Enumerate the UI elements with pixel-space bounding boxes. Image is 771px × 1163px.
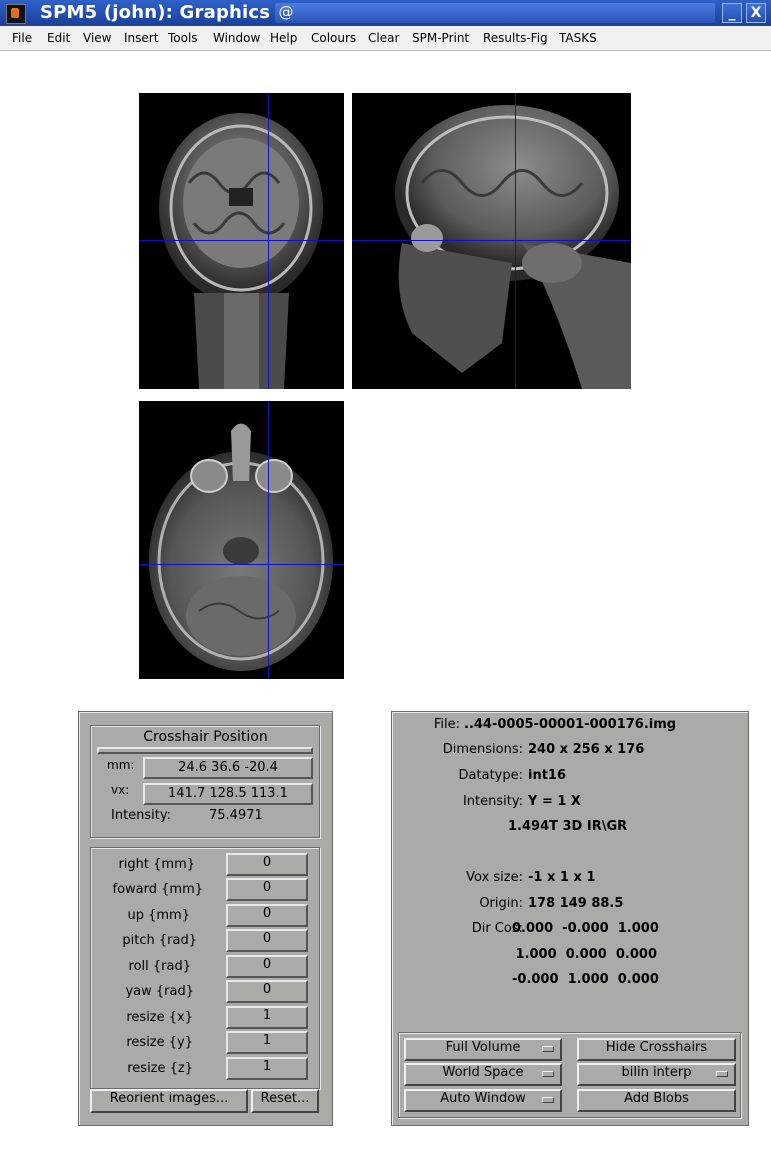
- yaw-rad-field[interactable]: 0: [226, 980, 308, 1003]
- resize-x-label: resize {x}: [126, 1010, 193, 1025]
- auto-window-label: Auto Window: [440, 1091, 526, 1106]
- forward-mm-label: foward {mm}: [112, 882, 204, 897]
- menu-results-fig[interactable]: Results-Fig: [483, 31, 548, 45]
- interpolation-dropdown[interactable]: bilin interp: [577, 1063, 736, 1086]
- menu-tasks[interactable]: TASKS: [559, 31, 597, 45]
- dimensions-value: 240 x 256 x 176: [528, 742, 645, 757]
- reorient-panel: Crosshair Position mm: 24.6 36.6 -20.4 v…: [78, 711, 333, 1126]
- window-title: SPM5 (john): Graphics: [40, 2, 271, 23]
- resize-y-field[interactable]: 1: [226, 1031, 308, 1054]
- forward-mm-field[interactable]: 0: [226, 878, 308, 901]
- auto-window-dropdown[interactable]: Auto Window: [404, 1089, 562, 1112]
- reorient-images-button[interactable]: Reorient images...: [90, 1089, 248, 1113]
- menu-clear[interactable]: Clear: [368, 31, 400, 45]
- crosshair-position-title: Crosshair Position: [143, 729, 268, 745]
- intensity-scale-label: Intensity:: [462, 794, 523, 809]
- crosshair-horizontal: [352, 240, 631, 241]
- resize-y-label: resize {y}: [126, 1035, 193, 1050]
- file-value: ..44-0005-00001-000176.img: [464, 717, 677, 732]
- datatype-label: Datatype:: [458, 768, 523, 783]
- intensity-value: 75.4971: [209, 808, 263, 823]
- roll-rad-label: roll {rad}: [128, 959, 191, 974]
- image-info-panel: File: ..44-0005-00001-000176.img Dimensi…: [391, 711, 749, 1126]
- roll-rad-field[interactable]: 0: [226, 955, 308, 978]
- resize-z-label: resize {z}: [127, 1061, 193, 1076]
- pitch-rad-label: pitch {rad}: [122, 933, 197, 948]
- origin-value: 178 149 88.5: [528, 896, 624, 911]
- up-mm-label: up {mm}: [127, 908, 191, 923]
- file-label: File:: [433, 717, 460, 732]
- coronal-slice-image: [159, 113, 323, 389]
- menu-view[interactable]: View: [83, 31, 112, 45]
- dropdown-indicator-icon: [716, 1071, 728, 1077]
- menu-file[interactable]: File: [12, 31, 33, 45]
- menu-colours[interactable]: Colours: [311, 31, 357, 45]
- vx-label: vx:: [111, 783, 130, 797]
- reset-button[interactable]: Reset...: [251, 1089, 319, 1113]
- menubar: File Edit View Insert Tools Window Help …: [0, 26, 771, 51]
- mm-label: mm:: [107, 758, 135, 772]
- display-controls-box: [398, 1032, 741, 1118]
- vx-position-field[interactable]: 141.7 128.5 113.1: [143, 783, 313, 805]
- close-icon[interactable]: X: [746, 3, 766, 23]
- axial-slice-image: [149, 423, 333, 671]
- yaw-rad-label: yaw {rad}: [125, 984, 194, 999]
- full-volume-dropdown[interactable]: Full Volume: [404, 1038, 562, 1061]
- crosshair-vertical: [515, 93, 516, 389]
- interpolation-label: bilin interp: [621, 1065, 692, 1080]
- menu-edit[interactable]: Edit: [47, 31, 71, 45]
- menu-tools[interactable]: Tools: [168, 31, 198, 45]
- voxsize-label: Vox size:: [466, 870, 523, 885]
- right-mm-label: right {mm}: [118, 857, 195, 872]
- sagittal-view[interactable]: [352, 93, 631, 389]
- dircos-label: Dir Cos:: [471, 921, 523, 936]
- dropdown-indicator-icon: [542, 1046, 554, 1052]
- crosshair-divider-bar: [97, 747, 313, 754]
- reorient-fields-box: [90, 847, 320, 1089]
- crosshair-horizontal: [139, 564, 344, 565]
- sagittal-slice-image: [395, 105, 631, 389]
- up-mm-field[interactable]: 0: [226, 904, 308, 927]
- menu-help[interactable]: Help: [270, 31, 298, 45]
- add-blobs-button[interactable]: Add Blobs: [577, 1089, 736, 1112]
- menu-window[interactable]: Window: [213, 31, 261, 45]
- mm-position-field[interactable]: 24.6 36.6 -20.4: [143, 757, 313, 779]
- voxsize-value: -1 x 1 x 1: [528, 870, 596, 885]
- dircos-row-1: 0.000 -0.000 1.000: [512, 921, 659, 936]
- window-titlebar[interactable]: SPM5 (john): Graphics @ _ X: [0, 0, 771, 26]
- crosshair-vertical: [268, 401, 269, 679]
- menu-spm-print[interactable]: SPM-Print: [412, 31, 470, 45]
- pitch-rad-field[interactable]: 0: [226, 929, 308, 952]
- intensity-scale-value: Y = 1 X: [528, 794, 581, 809]
- dircos-row-2: 1.000 0.000 0.000: [515, 947, 657, 962]
- dimensions-label: Dimensions:: [442, 742, 523, 757]
- crosshair-horizontal: [139, 240, 344, 241]
- dropdown-indicator-icon: [542, 1097, 554, 1103]
- resize-x-field[interactable]: 1: [226, 1006, 308, 1029]
- datatype-value: int16: [528, 768, 567, 783]
- dropdown-indicator-icon: [542, 1071, 554, 1077]
- hide-crosshairs-button[interactable]: Hide Crosshairs: [577, 1038, 736, 1061]
- resize-z-field[interactable]: 1: [226, 1057, 308, 1080]
- matlab-app-icon[interactable]: [6, 4, 26, 24]
- origin-label: Origin:: [479, 896, 523, 911]
- menu-insert[interactable]: Insert: [124, 31, 159, 45]
- right-mm-field[interactable]: 0: [226, 853, 308, 876]
- axial-view[interactable]: [139, 401, 344, 679]
- dircos-row-3: -0.000 1.000 0.000: [512, 972, 659, 987]
- titlebar-drag-area[interactable]: [275, 3, 715, 23]
- world-space-dropdown[interactable]: World Space: [404, 1063, 562, 1086]
- crosshair-vertical: [268, 93, 269, 389]
- crosshair-position-box: [90, 725, 320, 838]
- full-volume-label: Full Volume: [445, 1040, 521, 1055]
- intensity-label: Intensity:: [111, 808, 172, 823]
- scan-description: 1.494T 3D IR\GR: [508, 819, 628, 834]
- world-space-label: World Space: [442, 1065, 524, 1080]
- coronal-view[interactable]: [139, 93, 344, 389]
- spiral-icon: @: [278, 3, 294, 21]
- minimize-icon[interactable]: _: [722, 3, 742, 23]
